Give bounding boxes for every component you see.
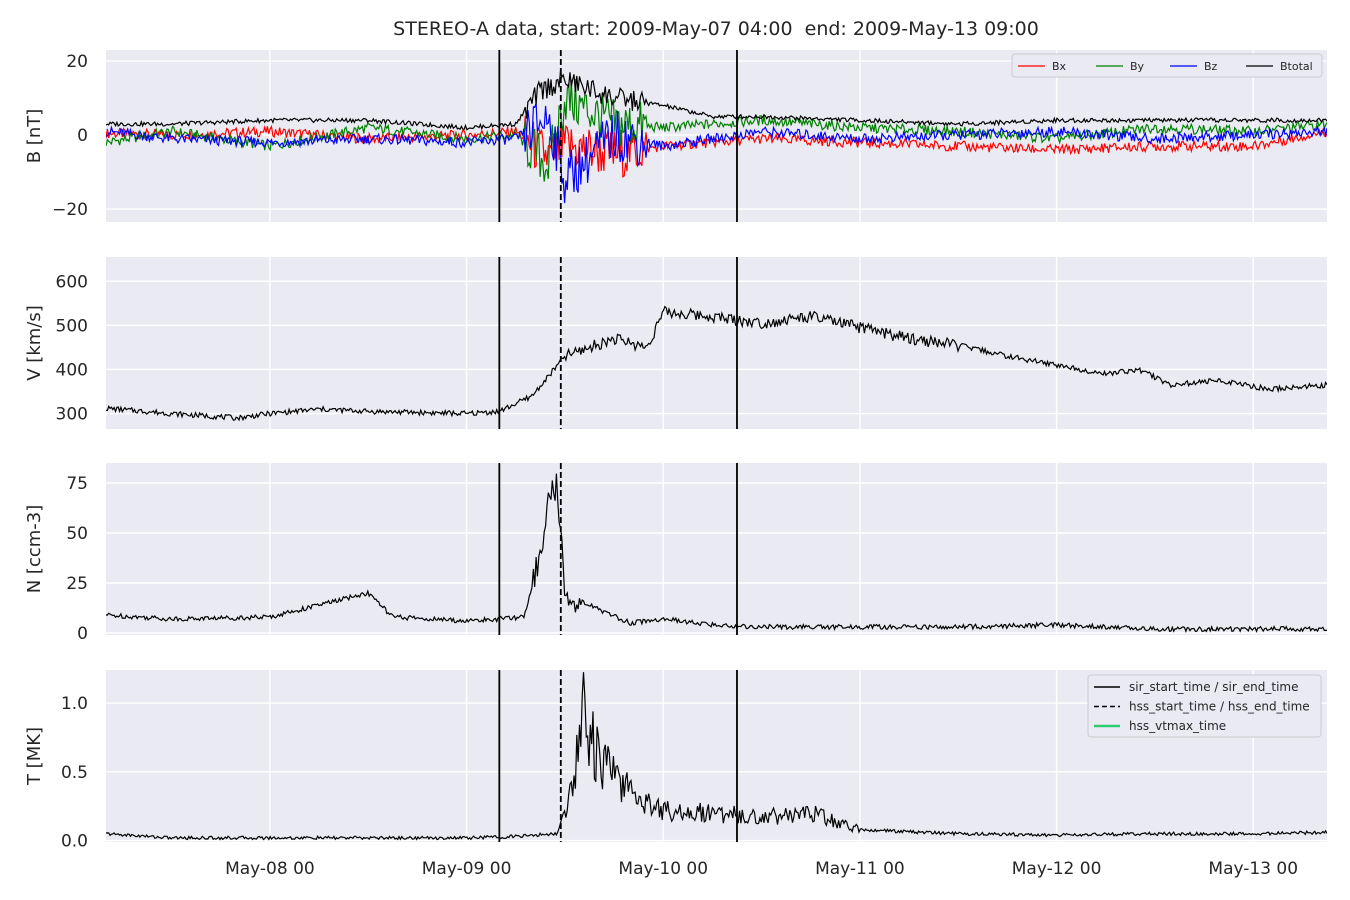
x-tick-label: May-11 00: [815, 859, 905, 879]
plot-area: [106, 257, 1327, 429]
y-tick-label: 1.0: [61, 694, 88, 714]
x-tick-label: May-10 00: [618, 859, 708, 879]
series-line-panel-2: [106, 305, 1327, 422]
y-tick-label: 20: [66, 52, 88, 72]
x-tick-label: May-12 00: [1012, 859, 1102, 879]
y-tick-label: 0.0: [61, 832, 88, 852]
y-tick-label: 500: [56, 316, 88, 336]
y-axis-label: B [nT]: [24, 109, 45, 164]
x-tick-label: May-08 00: [225, 859, 315, 879]
legend-label: Bz: [1204, 60, 1218, 73]
y-tick-label: 50: [66, 524, 88, 544]
x-tick-label: May-09 00: [422, 859, 512, 879]
series-line-panel-3: [106, 473, 1327, 634]
legend-box: [1087, 674, 1322, 738]
y-tick-label: 75: [66, 474, 88, 494]
y-tick-label: 25: [66, 574, 88, 594]
gridlines: [106, 257, 1327, 429]
y-axis-label: T [MK]: [24, 727, 45, 786]
y-tick-label: 0.5: [61, 763, 88, 783]
y-tick-label: −20: [52, 200, 88, 220]
plot-area: [106, 463, 1327, 635]
series-group: [106, 305, 1327, 422]
legend-label: hss_start_time / hss_end_time: [1129, 700, 1310, 714]
panel-1: 20 0 −20 B [nT] Bx By Bz Btotal: [24, 50, 1327, 222]
legend-label: Bx: [1052, 60, 1067, 73]
y-tick-label: 0: [77, 126, 88, 146]
y-tick-label: 0: [77, 624, 88, 644]
series-line-bz: [106, 103, 1327, 204]
legend-label: By: [1130, 60, 1145, 73]
y-axis-label: V [km/s]: [24, 305, 45, 380]
legend-events: sir_start_time / sir_end_time hss_start_t…: [1087, 674, 1322, 738]
y-tick-label: 600: [56, 272, 88, 292]
legend-label: sir_start_time / sir_end_time: [1129, 680, 1299, 694]
series-group: [106, 70, 1327, 204]
gridlines: [106, 463, 1327, 635]
x-tick-label: May-13 00: [1208, 859, 1298, 879]
chart-title: STEREO-A data, start: 2009-May-07 04:00 …: [393, 18, 1039, 40]
legend-b: Bx By Bz Btotal: [1011, 53, 1323, 78]
panel-2: 600 500 400 300 V [km/s]: [24, 257, 1327, 429]
panel-3: 75 50 25 0 N [ccm-3]: [24, 463, 1327, 644]
y-axis-label: N [ccm-3]: [24, 505, 45, 594]
legend-box: [1011, 53, 1323, 78]
series-line-btotal: [106, 70, 1327, 131]
series-group: [106, 672, 1327, 841]
panel-4: 1.0 0.5 0.0 T [MK] sir_start_time / sir_end_…: [24, 670, 1327, 852]
series-group: [106, 473, 1327, 634]
legend-label: hss_vtmax_time: [1129, 719, 1226, 733]
series-line-bx: [106, 115, 1327, 178]
legend-label: Btotal: [1280, 60, 1313, 73]
series-line-panel-4: [106, 672, 1327, 841]
y-tick-label: 400: [56, 360, 88, 380]
y-tick-label: 300: [56, 405, 88, 425]
x-axis: May-08 00 May-09 00 May-10 00 May-11 00 May-…: [225, 859, 1298, 879]
